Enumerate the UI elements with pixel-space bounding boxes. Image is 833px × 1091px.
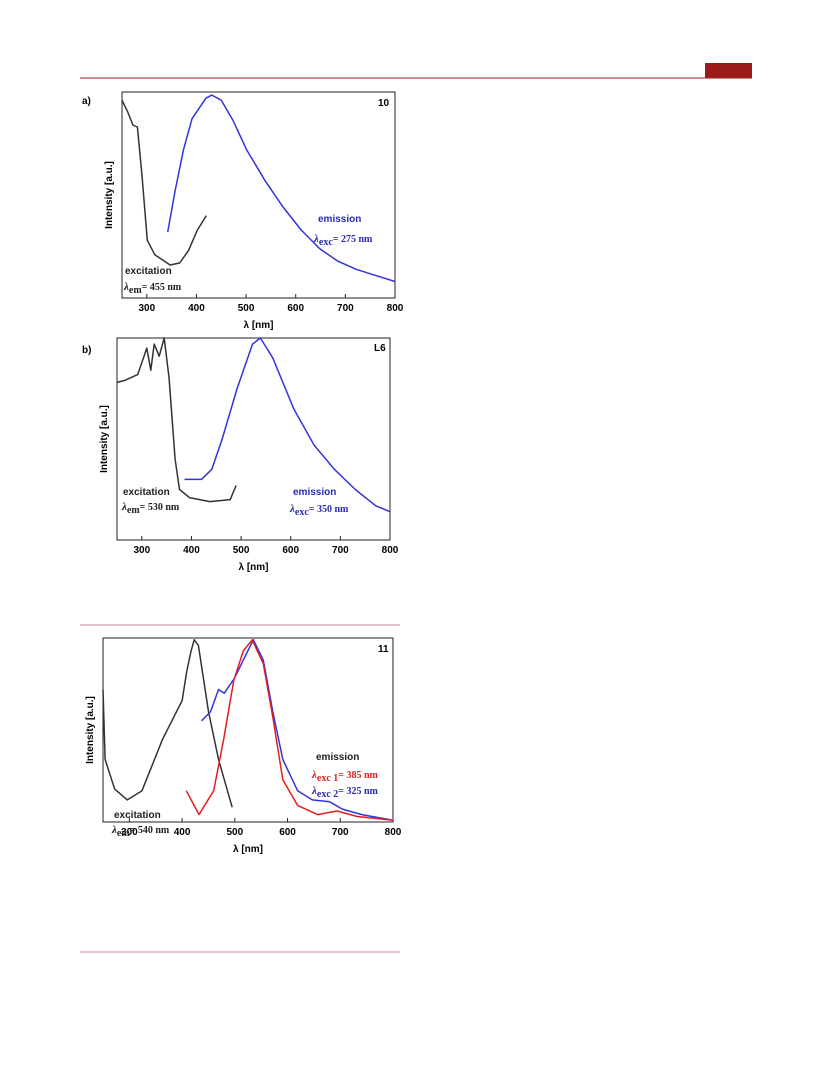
y-axis-label: Intensity [a.u.] <box>99 405 110 473</box>
annotation: emission <box>316 752 359 763</box>
symbol: λ <box>313 233 319 245</box>
header-block <box>705 63 752 78</box>
spectrum-line <box>184 337 391 513</box>
subscript: exc 1 <box>317 773 338 784</box>
annotation-text: emission <box>293 487 336 498</box>
symbol: λ <box>289 503 295 515</box>
x-tick-label: 700 <box>332 827 349 838</box>
annotation-text: = 385 nm <box>338 770 378 781</box>
x-axis-label: λ [nm] <box>239 562 269 573</box>
y-axis-label: Intensity [a.u.] <box>85 696 96 764</box>
x-tick-label: 700 <box>337 303 354 314</box>
annotation: λexc= 350 nm <box>289 503 349 518</box>
annotation: excitation <box>114 810 161 821</box>
annotation-text: excitation <box>123 487 170 498</box>
symbol: λ <box>311 769 317 781</box>
annotation: λexc 1= 385 nm <box>311 769 379 784</box>
spectrum-line <box>166 94 396 283</box>
x-tick-label: 400 <box>183 545 200 556</box>
annotation: λem= 455 nm <box>123 281 182 296</box>
subscript: em <box>127 505 140 516</box>
annotation-text: = 325 nm <box>338 786 378 797</box>
symbol: λ <box>121 501 127 513</box>
annotation-text: = 455 nm <box>142 282 182 293</box>
subscript: exc <box>319 237 333 248</box>
x-tick-label: 500 <box>233 545 250 556</box>
chart: 300 400 500 600 700 800 λ [nm] Intensity [a.u.]… <box>85 637 402 855</box>
annotation-text: = 275 nm <box>333 234 373 245</box>
subscript: exc 2 <box>317 789 338 800</box>
annotation: λem= 530 nm <box>121 501 180 516</box>
x-tick-label: 500 <box>238 303 255 314</box>
spectrum-line <box>121 99 208 266</box>
annotation: λexc= 275 nm <box>313 233 373 248</box>
subscript: exc <box>295 507 309 518</box>
annotation-text: excitation <box>125 266 172 277</box>
plot-frame <box>102 637 394 823</box>
plot-frame <box>121 91 396 299</box>
x-tick-label: 400 <box>174 827 191 838</box>
annotation-text: = 530 nm <box>140 502 180 513</box>
symbol: λ <box>123 281 129 293</box>
panel-label: b) <box>82 345 91 356</box>
compound-label: 10 <box>378 98 390 109</box>
subscript: em <box>117 828 130 839</box>
annotation: λexc 2= 325 nm <box>311 785 379 800</box>
x-axis-label: λ [nm] <box>244 320 274 331</box>
x-tick-label: 300 <box>138 303 155 314</box>
x-tick-label: 700 <box>332 545 349 556</box>
symbol: λ <box>111 824 117 836</box>
x-tick-label: 400 <box>188 303 205 314</box>
annotation: emission <box>293 487 336 498</box>
annotation: excitation <box>125 266 172 277</box>
compound-label: L6 <box>374 343 386 354</box>
x-axis-label: λ [nm] <box>233 844 263 855</box>
panel-label: a) <box>82 96 91 107</box>
annotation: emission <box>318 214 361 225</box>
annotation-text: = 540 nm <box>130 825 170 836</box>
symbol: λ <box>311 785 317 797</box>
x-tick-label: 600 <box>279 827 296 838</box>
chart: 300 400 500 600 700 800 λ [nm] Intensity [a.u.]… <box>82 337 399 573</box>
annotation: λem= 540 nm <box>111 824 170 839</box>
x-tick-label: 300 <box>121 827 138 838</box>
compound-label: 11 <box>378 644 389 655</box>
subscript: em <box>129 285 142 296</box>
y-axis-label: Intensity [a.u.] <box>104 161 115 229</box>
x-tick-label: 600 <box>282 545 299 556</box>
x-tick-label: 800 <box>382 545 399 556</box>
spectrum-line <box>185 639 394 821</box>
annotation: excitation <box>123 487 170 498</box>
plot-frame <box>116 337 391 541</box>
spectrum-line <box>116 337 237 503</box>
annotation-text: emission <box>318 214 361 225</box>
x-tick-label: 300 <box>133 545 150 556</box>
annotation-text: excitation <box>114 810 161 821</box>
annotation-text: emission <box>316 752 359 763</box>
annotation-text: = 350 nm <box>309 504 349 515</box>
x-tick-label: 800 <box>385 827 402 838</box>
x-tick-label: 600 <box>287 303 304 314</box>
x-tick-label: 500 <box>226 827 243 838</box>
spectrum-line <box>102 639 233 808</box>
spectrum-line <box>201 639 394 821</box>
x-tick-label: 800 <box>387 303 404 314</box>
chart: 300 400 500 600 700 800 λ [nm] Intensity [a.u.]… <box>82 91 404 331</box>
